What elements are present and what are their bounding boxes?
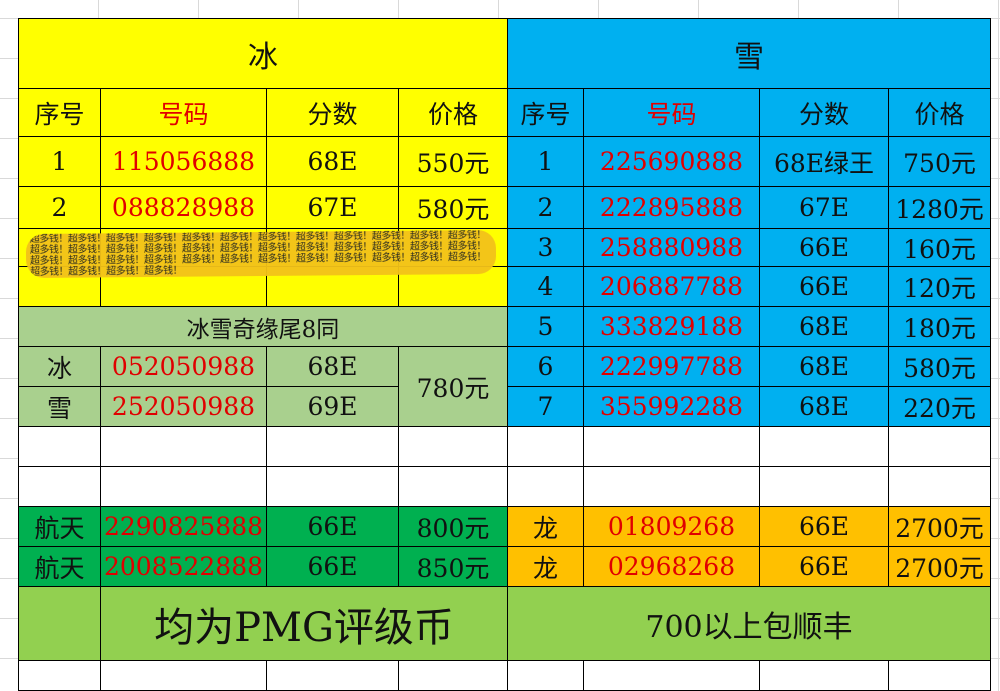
long-grade[interactable]: 66E bbox=[759, 506, 889, 547]
long-label[interactable]: 龙 bbox=[507, 506, 584, 547]
empty-cell[interactable] bbox=[100, 660, 267, 691]
hangtian-grade[interactable]: 66E bbox=[266, 546, 399, 587]
footer-note-shipping[interactable]: 700以上包顺丰 bbox=[507, 586, 991, 661]
header-no[interactable]: 序号 bbox=[507, 88, 584, 137]
cell-price[interactable]: 120元 bbox=[888, 266, 991, 307]
cell-number[interactable]: 222895888 bbox=[583, 186, 760, 229]
cell-number[interactable]: 258880988 bbox=[583, 228, 760, 267]
empty-cell[interactable] bbox=[759, 426, 889, 467]
cell-no[interactable]: 1 bbox=[18, 136, 101, 187]
empty-cell[interactable] bbox=[888, 466, 991, 507]
hangtian-number[interactable]: 2290825888 bbox=[100, 506, 267, 547]
section-title-bing[interactable]: 冰 bbox=[18, 18, 508, 89]
long-grade[interactable]: 66E bbox=[759, 546, 889, 587]
long-price[interactable]: 2700元 bbox=[888, 546, 991, 587]
hangtian-price[interactable]: 850元 bbox=[398, 546, 508, 587]
empty-cell[interactable] bbox=[100, 466, 267, 507]
combo-title[interactable]: 冰雪奇缘尾8同 bbox=[18, 306, 508, 347]
cell-number[interactable]: 355992288 bbox=[583, 386, 760, 427]
cell-no[interactable]: 6 bbox=[507, 346, 584, 387]
header-no[interactable]: 序号 bbox=[18, 88, 101, 137]
hangtian-number[interactable]: 2008522888 bbox=[100, 546, 267, 587]
empty-cell[interactable] bbox=[266, 426, 399, 467]
cell-no[interactable]: 2 bbox=[18, 186, 101, 229]
empty-cell[interactable] bbox=[888, 660, 991, 691]
cell-grade[interactable]: 66E bbox=[759, 228, 889, 267]
cell-price[interactable]: 580元 bbox=[888, 346, 991, 387]
watermark-stamp: 超多钱！超多钱！超多钱！超多钱！超多钱！超多钱！超多钱！超多钱！超多钱！超多钱！… bbox=[25, 229, 497, 279]
cell-no[interactable]: 2 bbox=[507, 186, 584, 229]
header-price[interactable]: 价格 bbox=[398, 88, 508, 137]
empty-cell[interactable] bbox=[266, 466, 399, 507]
header-number[interactable]: 号码 bbox=[100, 88, 267, 137]
cell-grade[interactable]: 68E bbox=[759, 346, 889, 387]
header-grade[interactable]: 分数 bbox=[266, 88, 399, 137]
empty-cell[interactable] bbox=[398, 466, 508, 507]
cell-number[interactable]: 206887788 bbox=[583, 266, 760, 307]
hangtian-label[interactable]: 航天 bbox=[18, 506, 101, 547]
cell-price[interactable]: 180元 bbox=[888, 306, 991, 347]
long-price[interactable]: 2700元 bbox=[888, 506, 991, 547]
empty-cell[interactable] bbox=[583, 660, 760, 691]
cell-price[interactable]: 580元 bbox=[398, 186, 508, 229]
long-number[interactable]: 02968268 bbox=[583, 546, 760, 587]
cell-grade[interactable]: 68E bbox=[759, 386, 889, 427]
empty-cell[interactable] bbox=[18, 466, 101, 507]
cell-no[interactable]: 3 bbox=[507, 228, 584, 267]
cell-grade[interactable]: 66E bbox=[759, 266, 889, 307]
combo-label[interactable]: 雪 bbox=[18, 386, 101, 427]
empty-cell[interactable] bbox=[398, 660, 508, 691]
section-title-xue[interactable]: 雪 bbox=[507, 18, 991, 89]
long-number[interactable]: 01809268 bbox=[583, 506, 760, 547]
cell-price[interactable]: 160元 bbox=[888, 228, 991, 267]
empty-cell[interactable] bbox=[507, 426, 584, 467]
empty-cell[interactable] bbox=[583, 426, 760, 467]
empty-cell[interactable] bbox=[507, 466, 584, 507]
footer-note-pmg[interactable]: 均为PMG评级币 bbox=[100, 586, 508, 661]
empty-cell[interactable] bbox=[100, 426, 267, 467]
empty-cell[interactable] bbox=[583, 466, 760, 507]
price-sheet: 冰 雪 序号 号码 分数 价格 序号 号码 分数 价格 1 115056888 … bbox=[18, 18, 991, 691]
cell-no[interactable]: 5 bbox=[507, 306, 584, 347]
cell-grade[interactable]: 67E bbox=[759, 186, 889, 229]
cell-price[interactable]: 550元 bbox=[398, 136, 508, 187]
cell-price[interactable]: 750元 bbox=[888, 136, 991, 187]
hangtian-grade[interactable]: 66E bbox=[266, 506, 399, 547]
combo-number[interactable]: 052050988 bbox=[100, 346, 267, 387]
cell-grade[interactable]: 68E bbox=[266, 136, 399, 187]
cell-grade[interactable]: 68E bbox=[759, 306, 889, 347]
hangtian-label[interactable]: 航天 bbox=[18, 546, 101, 587]
empty-cell[interactable] bbox=[266, 660, 399, 691]
hangtian-price[interactable]: 800元 bbox=[398, 506, 508, 547]
empty-cell[interactable] bbox=[18, 586, 101, 661]
cell-number[interactable]: 088828988 bbox=[100, 186, 267, 229]
cell-no[interactable]: 1 bbox=[507, 136, 584, 187]
empty-cell[interactable] bbox=[507, 660, 584, 691]
cell-number[interactable]: 222997788 bbox=[583, 346, 760, 387]
cell-no[interactable]: 4 bbox=[507, 266, 584, 307]
combo-number[interactable]: 252050988 bbox=[100, 386, 267, 427]
combo-grade[interactable]: 68E bbox=[266, 346, 399, 387]
cell-grade[interactable]: 67E bbox=[266, 186, 399, 229]
cell-grade[interactable]: 68E绿王 bbox=[759, 136, 889, 187]
empty-cell[interactable] bbox=[398, 426, 508, 467]
empty-cell[interactable] bbox=[759, 660, 889, 691]
cell-number[interactable]: 225690888 bbox=[583, 136, 760, 187]
empty-cell[interactable] bbox=[18, 660, 101, 691]
empty-cell[interactable] bbox=[18, 426, 101, 467]
empty-cell[interactable] bbox=[888, 426, 991, 467]
long-label[interactable]: 龙 bbox=[507, 546, 584, 587]
header-number[interactable]: 号码 bbox=[583, 88, 760, 137]
cell-number[interactable]: 115056888 bbox=[100, 136, 267, 187]
cell-price[interactable]: 1280元 bbox=[888, 186, 991, 229]
combo-label[interactable]: 冰 bbox=[18, 346, 101, 387]
cell-number[interactable]: 333829188 bbox=[583, 306, 760, 347]
header-price[interactable]: 价格 bbox=[888, 88, 991, 137]
combo-price[interactable]: 780元 bbox=[398, 346, 508, 427]
empty-cell[interactable] bbox=[759, 466, 889, 507]
cell-no[interactable]: 7 bbox=[507, 386, 584, 427]
header-grade[interactable]: 分数 bbox=[759, 88, 889, 137]
cell-price[interactable]: 220元 bbox=[888, 386, 991, 427]
combo-grade[interactable]: 69E bbox=[266, 386, 399, 427]
